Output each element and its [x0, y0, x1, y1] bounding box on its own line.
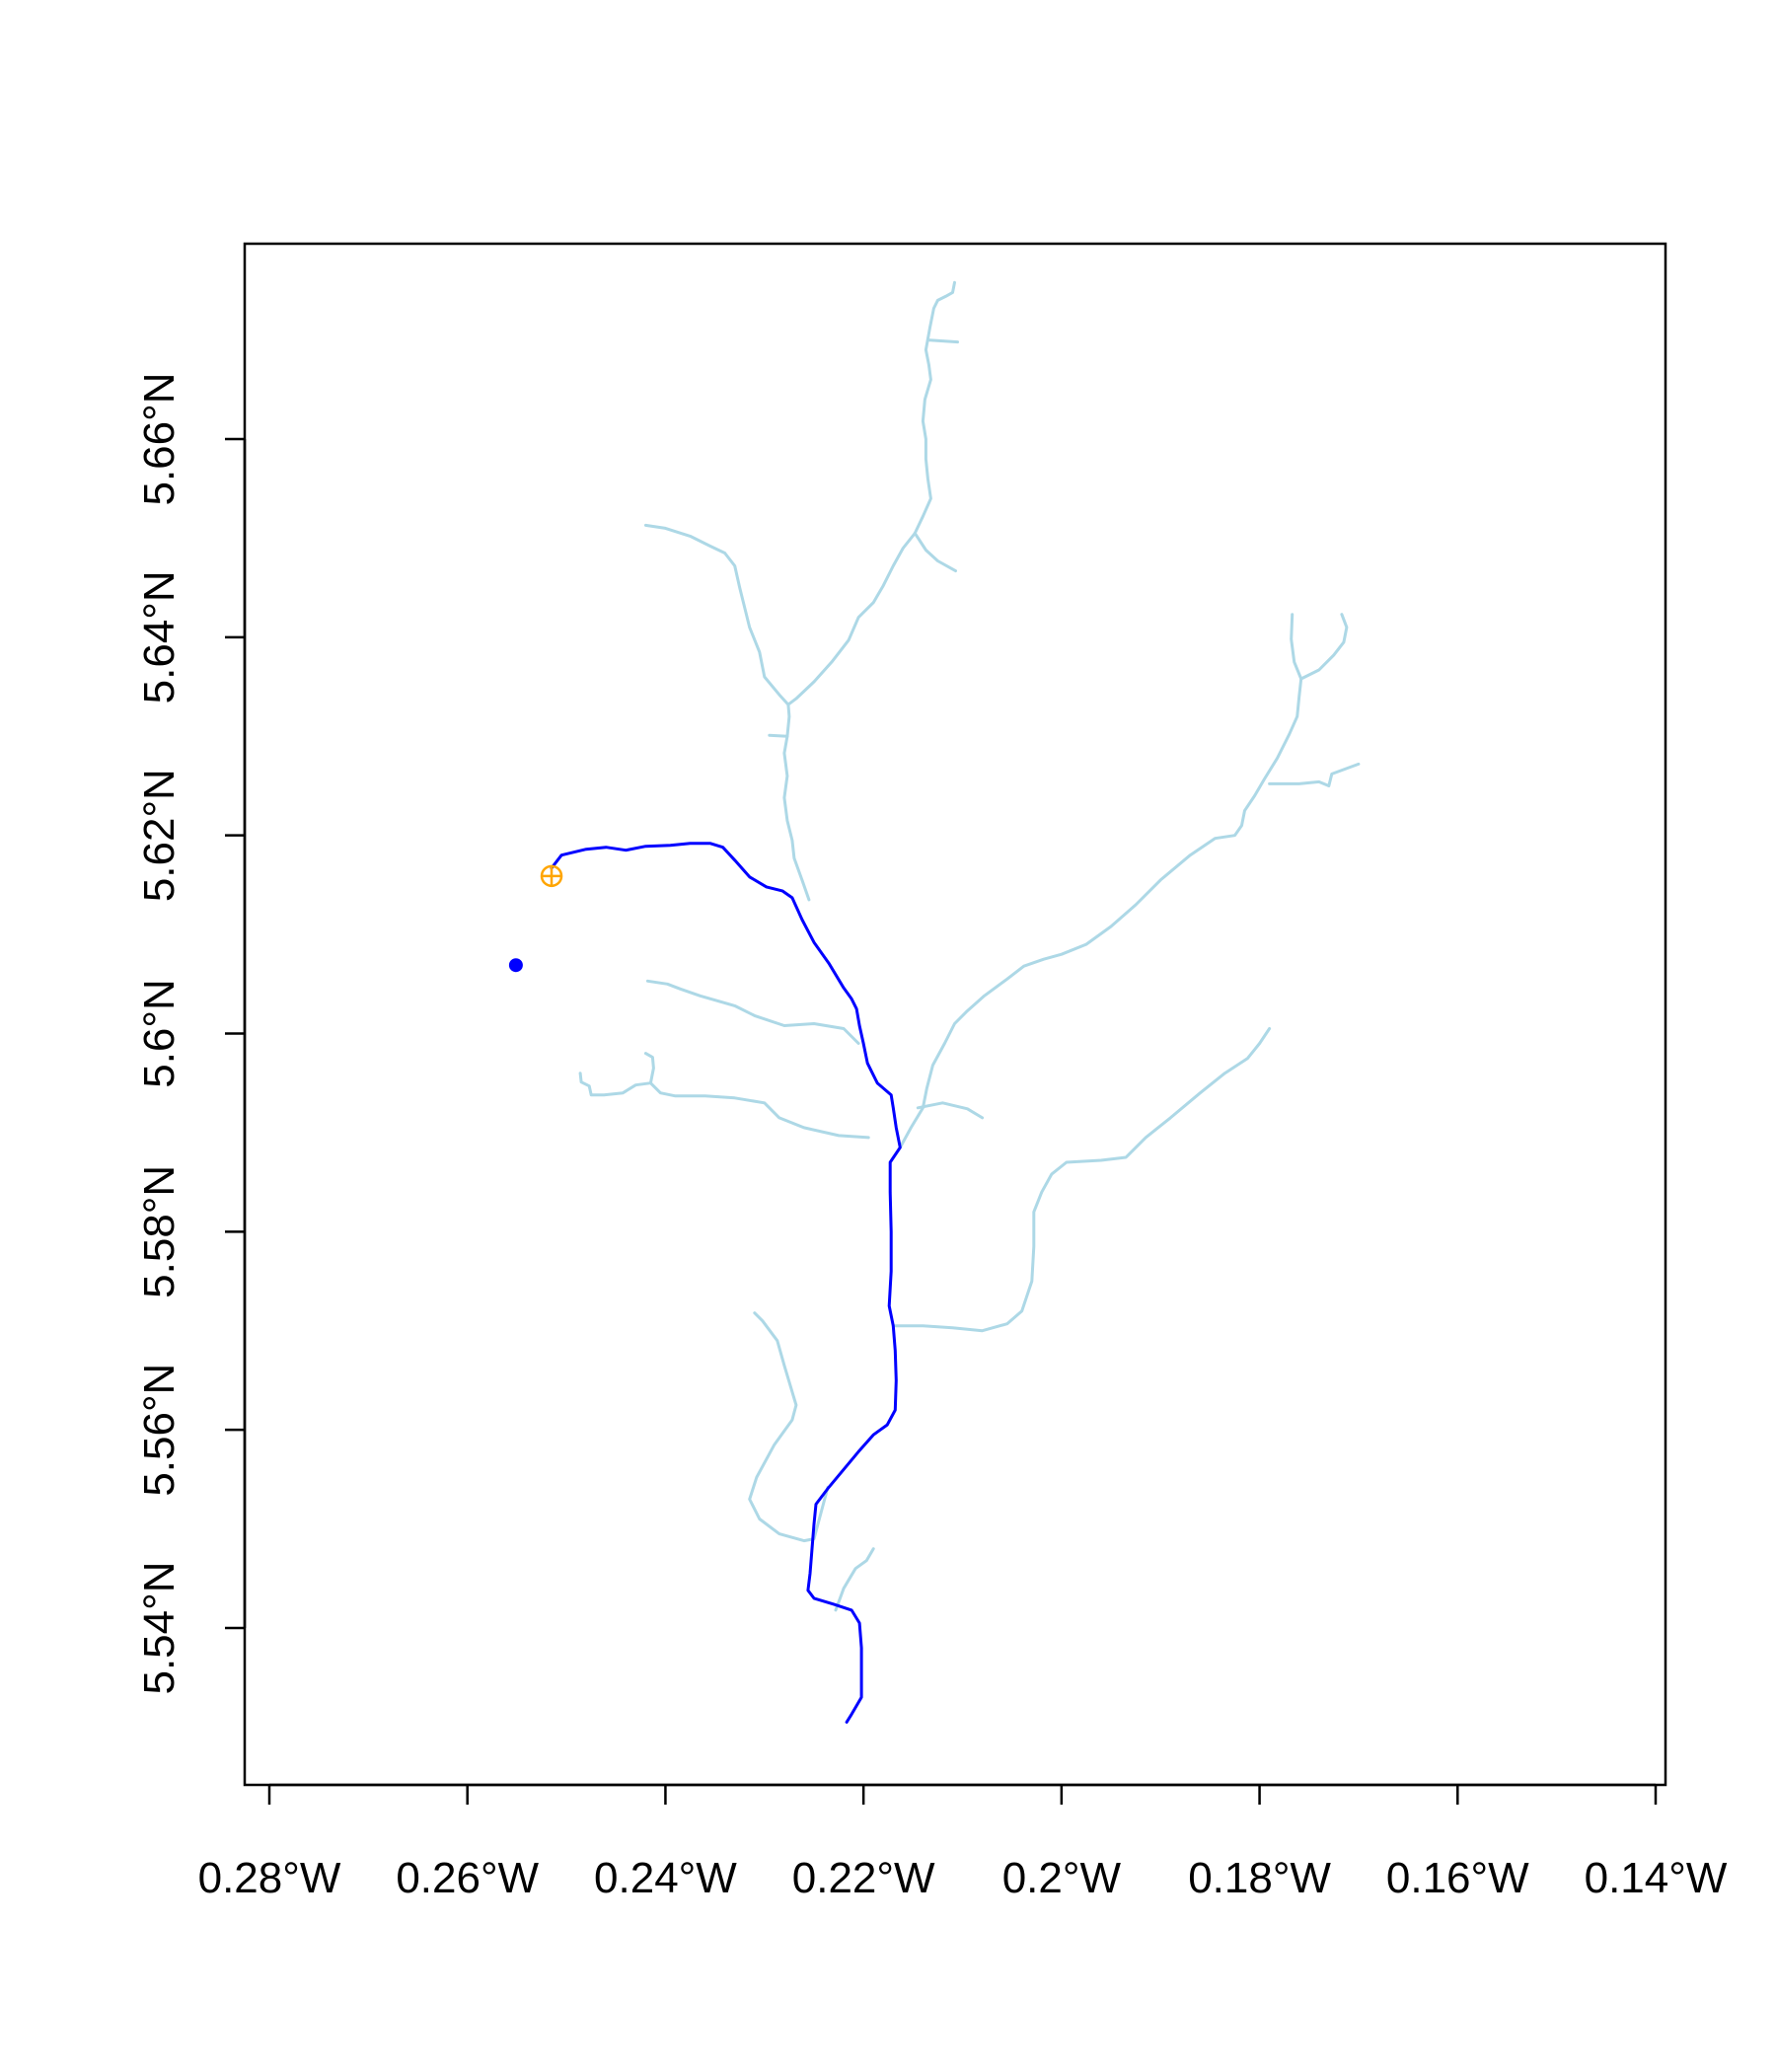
y-axis: 5.54°N 5.56°N 5.58°N 5.6°N 5.62°N 5.64°N 5.66°…	[135, 372, 247, 1695]
stream-segment-3	[1268, 762, 1361, 787]
stream-segment-14	[748, 1311, 830, 1543]
y-tick-label-5: 5.62°N	[135, 769, 184, 902]
stream-segment-10	[578, 1072, 870, 1140]
x-tick-label-7: 0.16°W	[1386, 1854, 1529, 1902]
stream-segment-11	[643, 1052, 655, 1085]
y-tick-label-4: 5.6°N	[135, 979, 184, 1088]
x-tick-label-3: 0.24°W	[594, 1854, 737, 1902]
stream-segment-5	[913, 531, 957, 573]
map-frame	[243, 242, 1667, 1787]
flow-path-layer	[550, 842, 902, 1724]
x-tick-label-8: 0.14°W	[1585, 1854, 1728, 1902]
y-tick-label-2: 5.56°N	[135, 1364, 184, 1497]
snapped-point-marker	[540, 864, 563, 888]
stream-segment-1	[898, 613, 1303, 1149]
stream-segment-12	[645, 979, 860, 1045]
x-tick-label-4: 0.22°W	[792, 1854, 935, 1902]
stream-segment-2	[1299, 613, 1349, 681]
x-tick-label-2: 0.26°W	[396, 1854, 539, 1902]
stream-segment-15	[834, 1547, 875, 1612]
y-tick-label-3: 5.58°N	[135, 1165, 184, 1298]
stream-segment-7	[643, 523, 790, 706]
stream-segment-8	[768, 733, 789, 738]
points-layer	[508, 864, 563, 973]
stream-segment-9	[891, 1027, 1272, 1333]
y-tick-label-1: 5.54°N	[135, 1561, 184, 1694]
x-tick-label-5: 0.2°W	[1002, 1854, 1122, 1902]
stream-network	[578, 280, 1361, 1612]
x-axis: 0.28°W 0.26°W 0.24°W 0.22°W 0.2°W 0.18°W 0.16°…	[198, 1783, 1728, 1902]
stream-segment-6	[925, 338, 959, 344]
flow-path-line	[550, 842, 902, 1724]
x-tick-label-6: 0.18°W	[1188, 1854, 1331, 1902]
y-tick-label-6: 5.64°N	[135, 570, 184, 703]
stream-segment-13	[916, 1101, 985, 1120]
start-point-marker	[508, 958, 523, 973]
y-tick-label-7: 5.66°N	[135, 372, 184, 505]
stream-segment-4	[782, 280, 956, 902]
x-tick-label-1: 0.28°W	[198, 1854, 341, 1902]
